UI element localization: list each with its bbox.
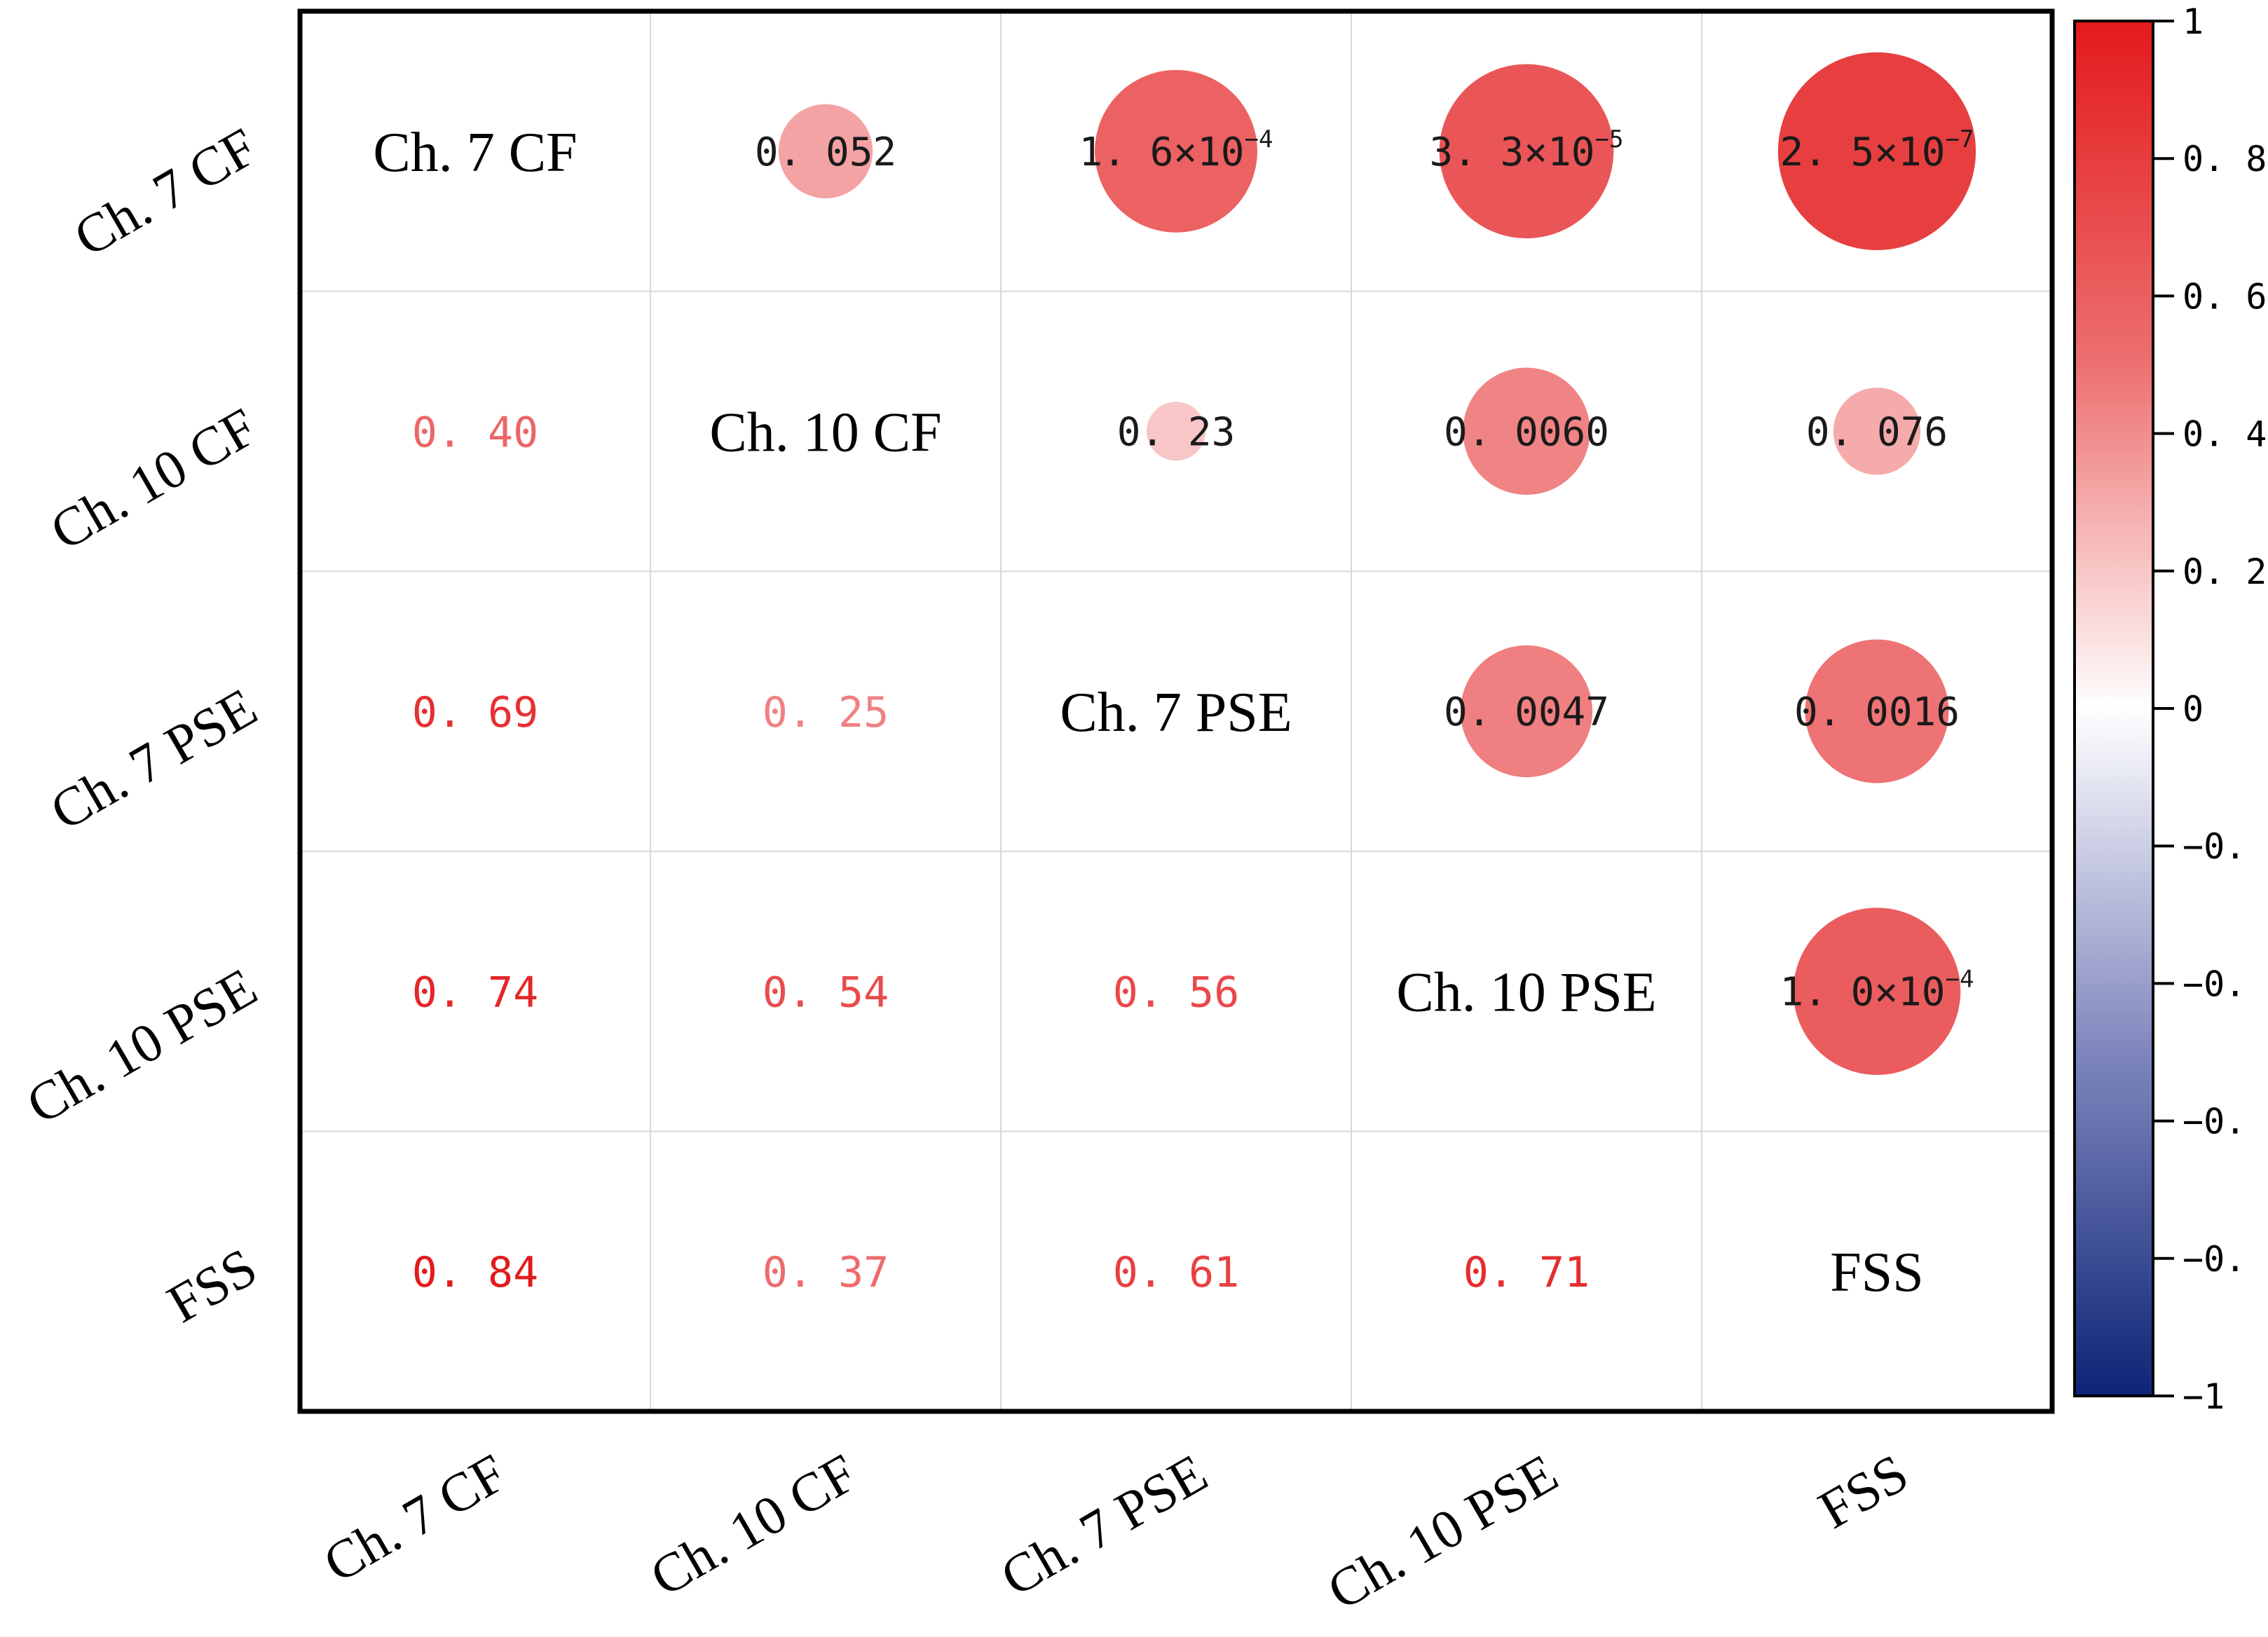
corr-circle-ch-10-cf-ch-10-pse	[1463, 367, 1590, 495]
p-value-ch-7-cf-ch-7-pse: 1. 6×10−4	[1079, 125, 1273, 175]
colorbar-tick-label: 0. 4	[2182, 414, 2267, 455]
p-value-ch-10-cf-ch-10-pse: 0. 0060	[1444, 409, 1609, 455]
colorbar-tick-label: −0. 2	[2182, 826, 2268, 867]
corr-circle-ch-7-cf-ch-10-pse	[1439, 64, 1614, 239]
y-tick-label-ch-7-pse: Ch. 7 PSE	[40, 676, 266, 842]
corr-value-fss-ch-10-cf: 0. 37	[763, 1248, 889, 1297]
colorbar-tick-label: −1	[2182, 1376, 2225, 1417]
corr-value-ch-10-pse-ch-10-cf: 0. 54	[763, 968, 889, 1018]
x-tick-label-ch-10-cf: Ch. 10 CF	[640, 1441, 866, 1608]
p-value-exponent: −5	[1595, 125, 1624, 153]
x-tick-label-fss: FSS	[1808, 1441, 1918, 1540]
colorbar-gradient	[2073, 20, 2154, 1397]
y-tick-label-ch-10-pse: Ch. 10 PSE	[17, 956, 267, 1135]
p-value-exponent: −4	[1245, 125, 1273, 153]
corr-circle-ch-10-pse-fss	[1793, 907, 1961, 1075]
grid-lines	[300, 11, 2052, 1411]
diagonal-label-ch-10-cf: Ch. 10 CF	[709, 402, 941, 463]
p-value-ch-10-cf-ch-7-pse: 0. 23	[1117, 409, 1236, 455]
corr-value-ch-7-pse-ch-10-cf: 0. 25	[763, 688, 889, 737]
corr-circle-ch-7-cf-fss	[1777, 52, 1976, 250]
diagonal-label-ch-7-cf: Ch. 7 CF	[373, 122, 577, 184]
corr-circle-ch-7-cf-ch-7-pse	[1095, 69, 1257, 233]
colorbar-tick-label: −0. 4	[2182, 964, 2268, 1004]
corr-circle-ch-7-pse-ch-10-pse	[1460, 645, 1593, 778]
plot-frame	[297, 8, 2055, 1414]
p-value-ch-7-cf-fss: 2. 5×10−7	[1780, 125, 1974, 175]
corr-circle-ch-10-cf-fss	[1833, 388, 1921, 475]
cell-marks: Ch. 7 CF Ch. 10 CF Ch. 7 PSE Ch. 10 PSE FSS 0…	[373, 52, 1976, 1303]
colorbar-tick-label: 1	[2182, 1, 2204, 42]
x-tick-label-ch-10-pse: Ch. 10 PSE	[1318, 1441, 1568, 1621]
corr-circle-ch-7-pse-fss	[1805, 639, 1949, 783]
diagonal-label-fss: FSS	[1830, 1242, 1923, 1303]
corr-value-fss-ch-7-pse: 0. 61	[1113, 1248, 1240, 1297]
y-tick-label-fss: FSS	[157, 1236, 266, 1334]
corr-circle-ch-10-cf-ch-7-pse	[1147, 402, 1205, 461]
p-value-exponent: −4	[1946, 966, 1974, 994]
p-value-ch-7-cf-ch-10-cf: 0. 052	[755, 130, 896, 175]
x-tick-label-ch-7-pse: Ch. 7 PSE	[990, 1441, 1217, 1608]
p-value-ch-7-cf-ch-10-pse: 3. 3×10−5	[1430, 125, 1624, 175]
y-tick-label-ch-7-cf: Ch. 7 CF	[64, 116, 266, 268]
colorbar: 1 0. 8 0. 6 0. 4 0. 2 0 −0. 2 −0. 4 −0. 6 −0. 8 −1	[2073, 1, 2268, 1417]
p-value-ch-10-pse-fss: 1. 0×10−4	[1780, 966, 1974, 1015]
corr-value-ch-10-pse-ch-7-cf: 0. 74	[412, 968, 539, 1018]
diagonal-label-ch-10-pse: Ch. 10 PSE	[1396, 962, 1656, 1024]
corr-circle-ch-7-cf-ch-10-cf	[778, 104, 873, 198]
colorbar-tick-label: 0	[2182, 689, 2204, 730]
colorbar-tick-label: −0. 8	[2182, 1239, 2268, 1280]
colorbar-tick-label: 0. 2	[2182, 552, 2267, 592]
corr-value-ch-10-cf-ch-7-cf: 0. 40	[412, 408, 539, 457]
p-value-ch-7-pse-ch-10-pse: 0. 0047	[1444, 690, 1609, 735]
p-value-ch-10-cf-fss: 0. 076	[1806, 409, 1948, 455]
corr-value-fss-ch-7-cf: 0. 84	[412, 1248, 539, 1297]
colorbar-ticks: 1 0. 8 0. 6 0. 4 0. 2 0 −0. 2 −0. 4 −0. 6 −0. 8 −1	[2153, 1, 2268, 1417]
corr-value-ch-10-pse-ch-7-pse: 0. 56	[1113, 968, 1240, 1018]
colorbar-tick-label: 0. 8	[2182, 139, 2267, 179]
p-value-exponent: −7	[1946, 125, 1974, 153]
corr-value-fss-ch-10-pse: 0. 71	[1463, 1248, 1590, 1297]
diagonal-label-ch-7-pse: Ch. 7 PSE	[1060, 682, 1292, 744]
y-tick-label-ch-10-cf: Ch. 10 CF	[40, 396, 266, 562]
colorbar-tick-label: 0. 6	[2182, 276, 2267, 317]
x-tick-label-ch-7-cf: Ch. 7 CF	[313, 1441, 516, 1594]
corr-value-ch-7-pse-ch-7-cf: 0. 69	[412, 688, 539, 737]
colorbar-tick-label: −0. 6	[2182, 1102, 2268, 1142]
p-value-ch-7-pse-fss: 0. 0016	[1794, 690, 1960, 735]
